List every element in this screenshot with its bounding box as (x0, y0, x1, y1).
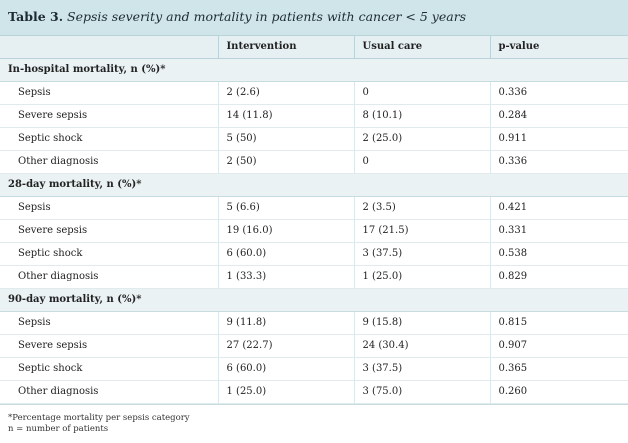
section-title: 90-day mortality, n (%)* (0, 287, 628, 312)
diagnosis-cell: Sepsis (0, 311, 218, 335)
table-row: Sepsis 9 (11.8) 9 (15.8) 0.815 (0, 311, 628, 335)
table-label: Table 3. (8, 9, 64, 24)
diagnosis-cell: Other diagnosis (0, 380, 218, 404)
p-value-cell: 0.907 (489, 334, 628, 358)
intervention-cell: 1 (33.3) (217, 265, 354, 289)
usual-care-cell: 0 (353, 150, 490, 174)
diagnosis-cell: Severe sepsis (0, 334, 218, 358)
usual-care-cell: 3 (75.0) (353, 380, 490, 404)
intervention-cell: 1 (25.0) (217, 380, 354, 404)
usual-care-cell: 2 (25.0) (353, 127, 490, 151)
usual-care-cell: 2 (3.5) (353, 196, 490, 220)
intervention-cell: 5 (50) (217, 127, 354, 151)
usual-care-cell: 9 (15.8) (353, 311, 490, 335)
table-row: Sepsis 5 (6.6) 2 (3.5) 0.421 (0, 196, 628, 220)
intervention-cell: 2 (2.6) (217, 81, 354, 105)
intervention-cell: 9 (11.8) (217, 311, 354, 335)
table-row: Sepsis 2 (2.6) 0 0.336 (0, 81, 628, 105)
section-row: 90-day mortality, n (%)* (0, 287, 628, 312)
usual-care-cell: 17 (21.5) (353, 219, 490, 243)
intervention-cell: 5 (6.6) (217, 196, 354, 220)
usual-care-cell: 8 (10.1) (353, 104, 490, 128)
p-value-cell: 0.538 (489, 242, 628, 266)
footnote: *Percentage mortality per sepsis categor… (8, 412, 190, 423)
intervention-cell: 14 (11.8) (217, 104, 354, 128)
p-value-cell: 0.421 (489, 196, 628, 220)
table-row: Severe sepsis 27 (22.7) 24 (30.4) 0.907 (0, 334, 628, 358)
header-empty (0, 36, 218, 59)
table-row: Septic shock 6 (60.0) 3 (37.5) 0.365 (0, 357, 628, 381)
diagnosis-cell: Sepsis (0, 81, 218, 105)
table-row: Other diagnosis 1 (33.3) 1 (25.0) 0.829 (0, 265, 628, 289)
header-row: Intervention Usual care p-value (0, 36, 628, 59)
diagnosis-cell: Sepsis (0, 196, 218, 220)
section-title: In-hospital mortality, n (%)* (0, 57, 628, 82)
p-value-cell: 0.911 (489, 127, 628, 151)
section-row: In-hospital mortality, n (%)* (0, 57, 628, 82)
header-usual-care: Usual care (353, 36, 490, 59)
section-title: 28-day mortality, n (%)* (0, 172, 628, 197)
p-value-cell: 0.260 (489, 380, 628, 404)
p-value-cell: 0.815 (489, 311, 628, 335)
table-row: Severe sepsis 19 (16.0) 17 (21.5) 0.331 (0, 219, 628, 243)
usual-care-cell: 1 (25.0) (353, 265, 490, 289)
p-value-cell: 0.336 (489, 81, 628, 105)
diagnosis-cell: Septic shock (0, 242, 218, 266)
table-row: Severe sepsis 14 (11.8) 8 (10.1) 0.284 (0, 104, 628, 128)
table-row: Septic shock 6 (60.0) 3 (37.5) 0.538 (0, 242, 628, 266)
header-p-value: p-value (489, 36, 628, 59)
table-footnotes: *Percentage mortality per sepsis categor… (0, 403, 628, 435)
table-caption: Table 3. Sepsis severity and mortality i… (0, 0, 628, 36)
diagnosis-cell: Septic shock (0, 127, 218, 151)
table-row: Septic shock 5 (50) 2 (25.0) 0.911 (0, 127, 628, 151)
p-value-cell: 0.284 (489, 104, 628, 128)
usual-care-cell: 3 (37.5) (353, 357, 490, 381)
section-row: 28-day mortality, n (%)* (0, 172, 628, 197)
p-value-cell: 0.829 (489, 265, 628, 289)
intervention-cell: 19 (16.0) (217, 219, 354, 243)
intervention-cell: 2 (50) (217, 150, 354, 174)
p-value-cell: 0.331 (489, 219, 628, 243)
footnote: n = number of patients (8, 423, 109, 434)
usual-care-cell: 24 (30.4) (353, 334, 490, 358)
intervention-cell: 6 (60.0) (217, 357, 354, 381)
table-row: Other diagnosis 2 (50) 0 0.336 (0, 150, 628, 174)
p-value-cell: 0.336 (489, 150, 628, 174)
diagnosis-cell: Other diagnosis (0, 150, 218, 174)
usual-care-cell: 0 (353, 81, 490, 105)
header-intervention: Intervention (217, 36, 354, 59)
diagnosis-cell: Other diagnosis (0, 265, 218, 289)
intervention-cell: 6 (60.0) (217, 242, 354, 266)
diagnosis-cell: Severe sepsis (0, 219, 218, 243)
table-title: Sepsis severity and mortality in patient… (67, 9, 467, 24)
table-header: Intervention Usual care p-value (0, 36, 628, 59)
p-value-cell: 0.365 (489, 357, 628, 381)
diagnosis-cell: Septic shock (0, 357, 218, 381)
intervention-cell: 27 (22.7) (217, 334, 354, 358)
table-row: Other diagnosis 1 (25.0) 3 (75.0) 0.260 (0, 380, 628, 404)
usual-care-cell: 3 (37.5) (353, 242, 490, 266)
diagnosis-cell: Severe sepsis (0, 104, 218, 128)
table-body: In-hospital mortality, n (%)* Sepsis 2 (2.… (0, 57, 628, 404)
mortality-table: Intervention Usual care p-value In-hospi… (0, 36, 628, 404)
